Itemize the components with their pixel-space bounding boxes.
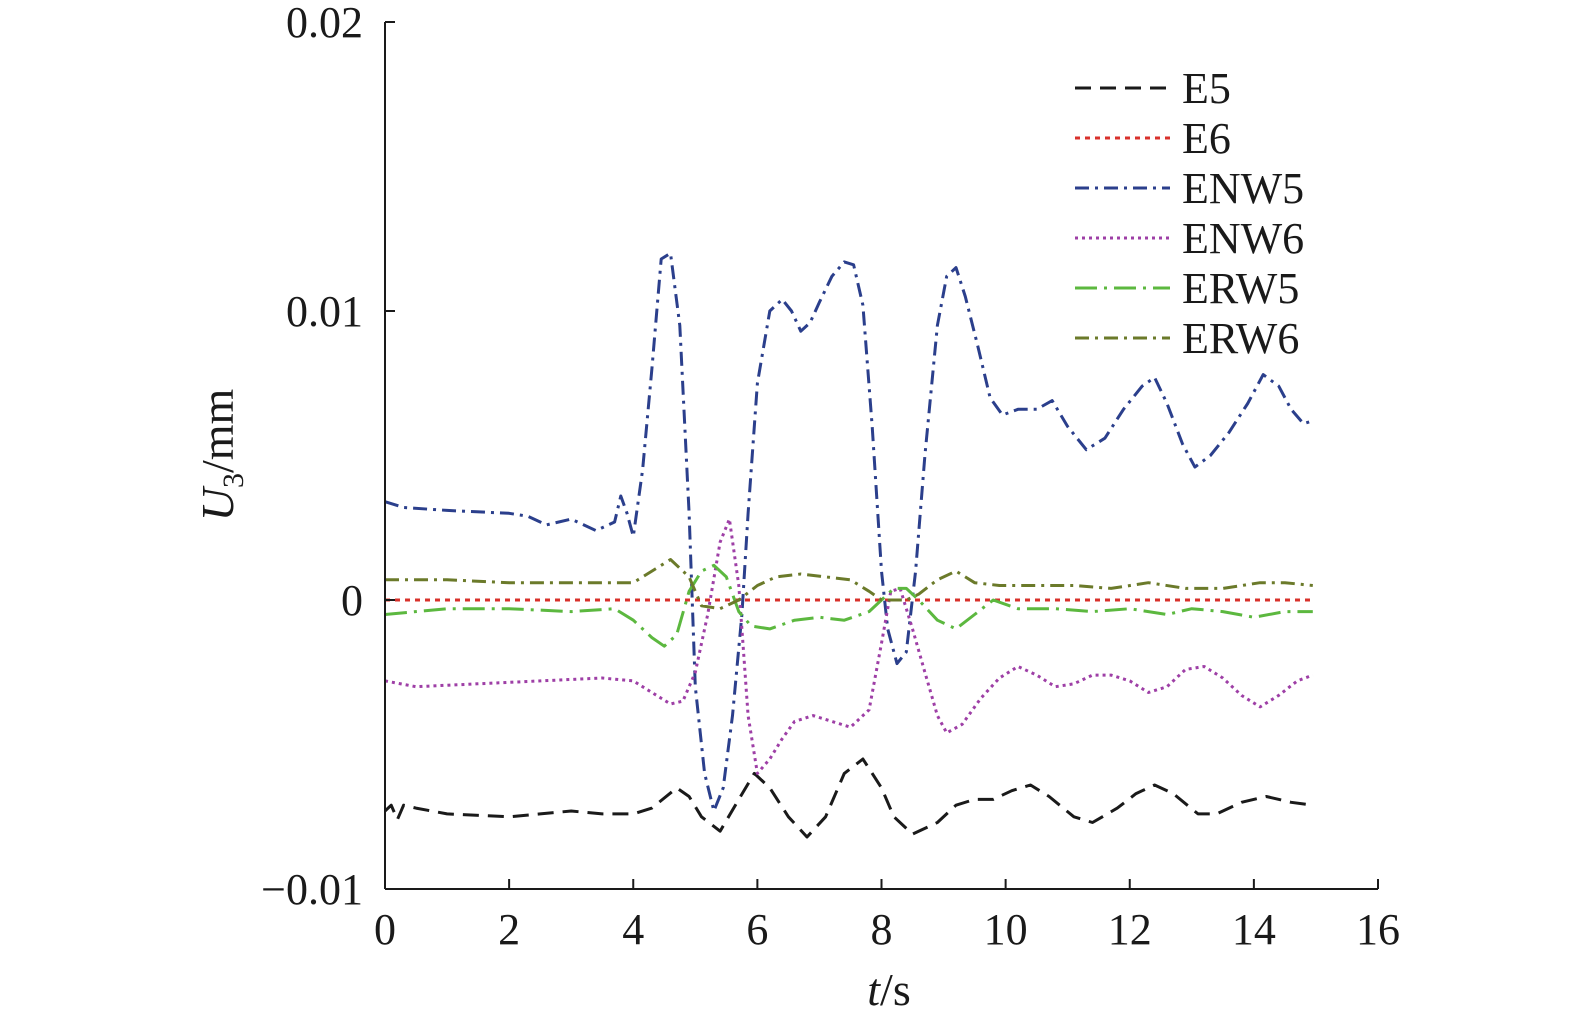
series-line-e5: [383, 757, 1313, 839]
x-tick-label: 14: [1232, 905, 1276, 954]
x-axis-title: t/s: [867, 964, 910, 1015]
x-tick-label: 2: [498, 905, 520, 954]
series-line-enw6: [384, 517, 1314, 775]
y-tick-label: 0.01: [286, 287, 363, 336]
x-axis: 0 2 4 6 8 10 12 14 16: [374, 879, 1400, 954]
x-tick-label: 10: [984, 905, 1028, 954]
legend-label-enw5: ENW5: [1182, 164, 1304, 213]
series-line-enw5: [384, 251, 1314, 813]
plot-area: [383, 251, 1314, 839]
x-tick-label: 0: [374, 905, 396, 954]
y-tick-label: 0: [341, 576, 363, 625]
legend-label-erw5: ERW5: [1182, 264, 1299, 313]
y-axis-title: U3/mm: [192, 388, 250, 521]
legend-label-e6: E6: [1182, 114, 1231, 163]
x-tick-label: 6: [746, 905, 768, 954]
legend-label-enw6: ENW6: [1182, 214, 1304, 263]
series-line-erw5: [384, 563, 1313, 648]
x-tick-label: 4: [622, 905, 644, 954]
y-axis: −0.01 0 0.01 0.02: [261, 0, 395, 914]
series-line-erw6: [385, 558, 1313, 611]
x-tick-label: 12: [1108, 905, 1152, 954]
y-tick-label: 0.02: [286, 0, 363, 47]
x-tick-label: 8: [871, 905, 893, 954]
y-tick-label: −0.01: [261, 865, 363, 914]
x-tick-label: 16: [1356, 905, 1400, 954]
legend-label-erw6: ERW6: [1182, 314, 1299, 363]
legend-label-e5: E5: [1182, 64, 1231, 113]
